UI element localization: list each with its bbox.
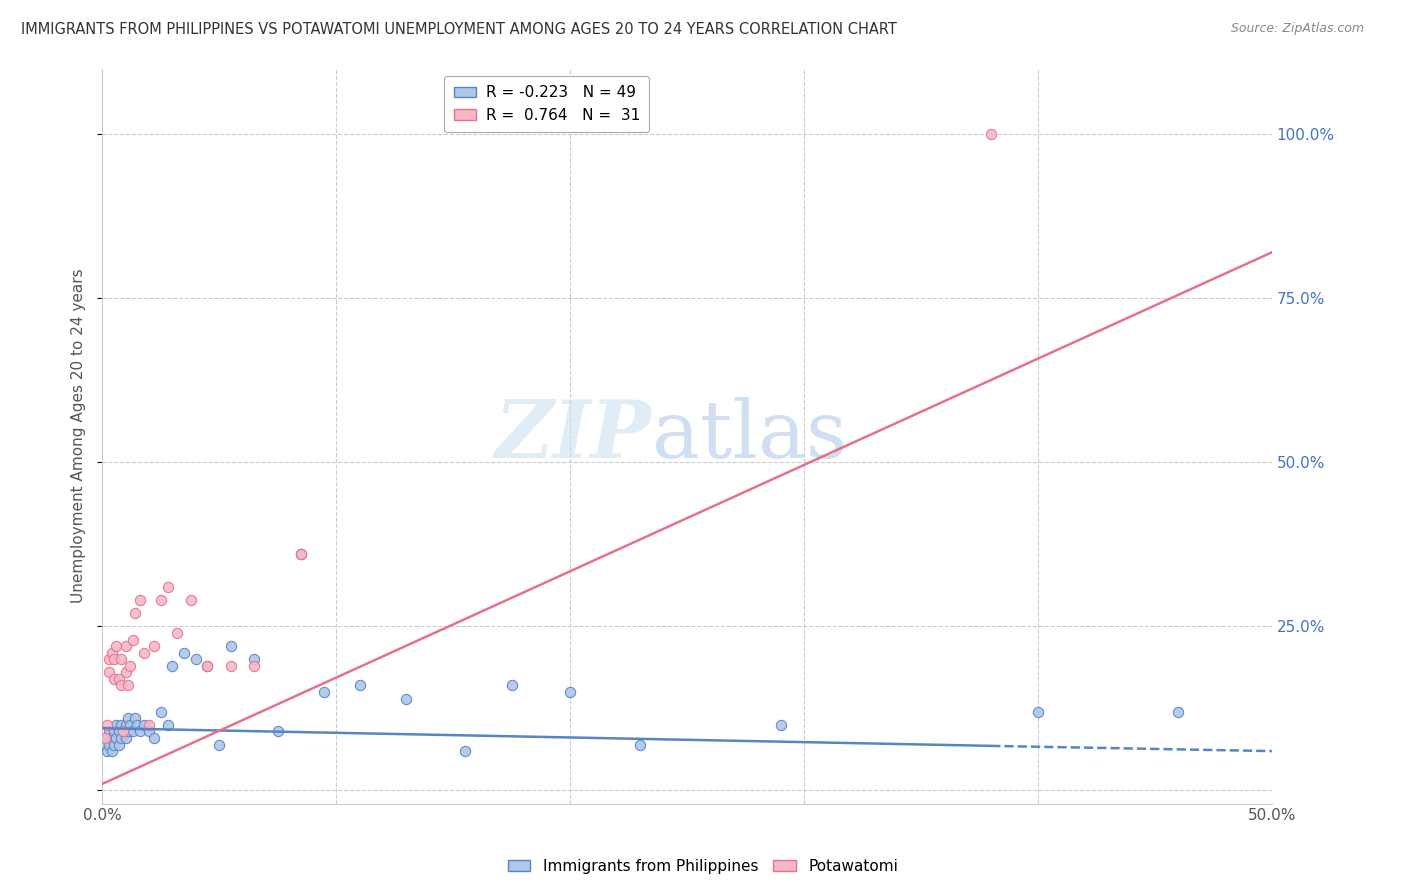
Point <box>219 639 242 653</box>
Point <box>93 738 115 752</box>
Point <box>114 731 136 745</box>
Point <box>314 685 336 699</box>
Point <box>243 652 266 666</box>
Point <box>107 724 129 739</box>
Point <box>120 658 142 673</box>
Point <box>134 646 156 660</box>
Point <box>100 731 122 745</box>
Point <box>156 718 179 732</box>
Point <box>110 718 132 732</box>
Point <box>110 731 132 745</box>
Point <box>980 127 1002 141</box>
Point <box>173 646 195 660</box>
Legend: R = -0.223   N = 49, R =  0.764   N =  31: R = -0.223 N = 49, R = 0.764 N = 31 <box>444 76 650 132</box>
Point <box>121 724 143 739</box>
Point <box>162 658 184 673</box>
Point <box>180 593 202 607</box>
Point <box>197 658 219 673</box>
Point <box>98 652 121 666</box>
Point <box>266 724 288 739</box>
Point <box>628 738 651 752</box>
Point <box>142 731 165 745</box>
Point <box>197 658 219 673</box>
Point <box>166 626 188 640</box>
Point <box>110 652 132 666</box>
Point <box>558 685 581 699</box>
Point <box>1167 705 1189 719</box>
Point <box>110 678 132 692</box>
Point <box>769 718 792 732</box>
Text: IMMIGRANTS FROM PHILIPPINES VS POTAWATOMI UNEMPLOYMENT AMONG AGES 20 TO 24 YEARS: IMMIGRANTS FROM PHILIPPINES VS POTAWATOM… <box>21 22 897 37</box>
Point <box>156 580 179 594</box>
Legend: Immigrants from Philippines, Potawatomi: Immigrants from Philippines, Potawatomi <box>502 853 904 880</box>
Point <box>103 738 125 752</box>
Point <box>121 632 143 647</box>
Point <box>142 639 165 653</box>
Point <box>98 738 121 752</box>
Point <box>98 665 121 680</box>
Text: Source: ZipAtlas.com: Source: ZipAtlas.com <box>1230 22 1364 36</box>
Point <box>117 724 139 739</box>
Point <box>124 711 146 725</box>
Point <box>138 724 160 739</box>
Point <box>243 658 266 673</box>
Point <box>96 718 118 732</box>
Point <box>105 639 128 653</box>
Point <box>1026 705 1049 719</box>
Point <box>454 744 477 758</box>
Point <box>117 711 139 725</box>
Point <box>128 593 150 607</box>
Point <box>219 658 242 673</box>
Point <box>127 718 149 732</box>
Point <box>290 547 312 561</box>
Point <box>120 718 142 732</box>
Point <box>134 718 156 732</box>
Point <box>100 744 122 758</box>
Text: ZIP: ZIP <box>495 397 652 475</box>
Point <box>98 724 121 739</box>
Text: atlas: atlas <box>652 397 846 475</box>
Point <box>290 547 312 561</box>
Point <box>112 724 135 739</box>
Point <box>103 724 125 739</box>
Point <box>100 646 122 660</box>
Point <box>112 724 135 739</box>
Point <box>395 691 418 706</box>
Point <box>107 738 129 752</box>
Point <box>96 731 118 745</box>
Point <box>184 652 207 666</box>
Point <box>149 705 172 719</box>
Point <box>149 593 172 607</box>
Point <box>124 607 146 621</box>
Point <box>208 738 231 752</box>
Point <box>138 718 160 732</box>
Point <box>114 639 136 653</box>
Point <box>114 665 136 680</box>
Point <box>96 744 118 758</box>
Point <box>107 672 129 686</box>
Point <box>105 731 128 745</box>
Point <box>501 678 523 692</box>
Point <box>349 678 371 692</box>
Point <box>114 718 136 732</box>
Point <box>128 724 150 739</box>
Point <box>117 678 139 692</box>
Point <box>93 731 115 745</box>
Point <box>103 652 125 666</box>
Point <box>105 718 128 732</box>
Y-axis label: Unemployment Among Ages 20 to 24 years: Unemployment Among Ages 20 to 24 years <box>72 268 86 603</box>
Point <box>103 672 125 686</box>
